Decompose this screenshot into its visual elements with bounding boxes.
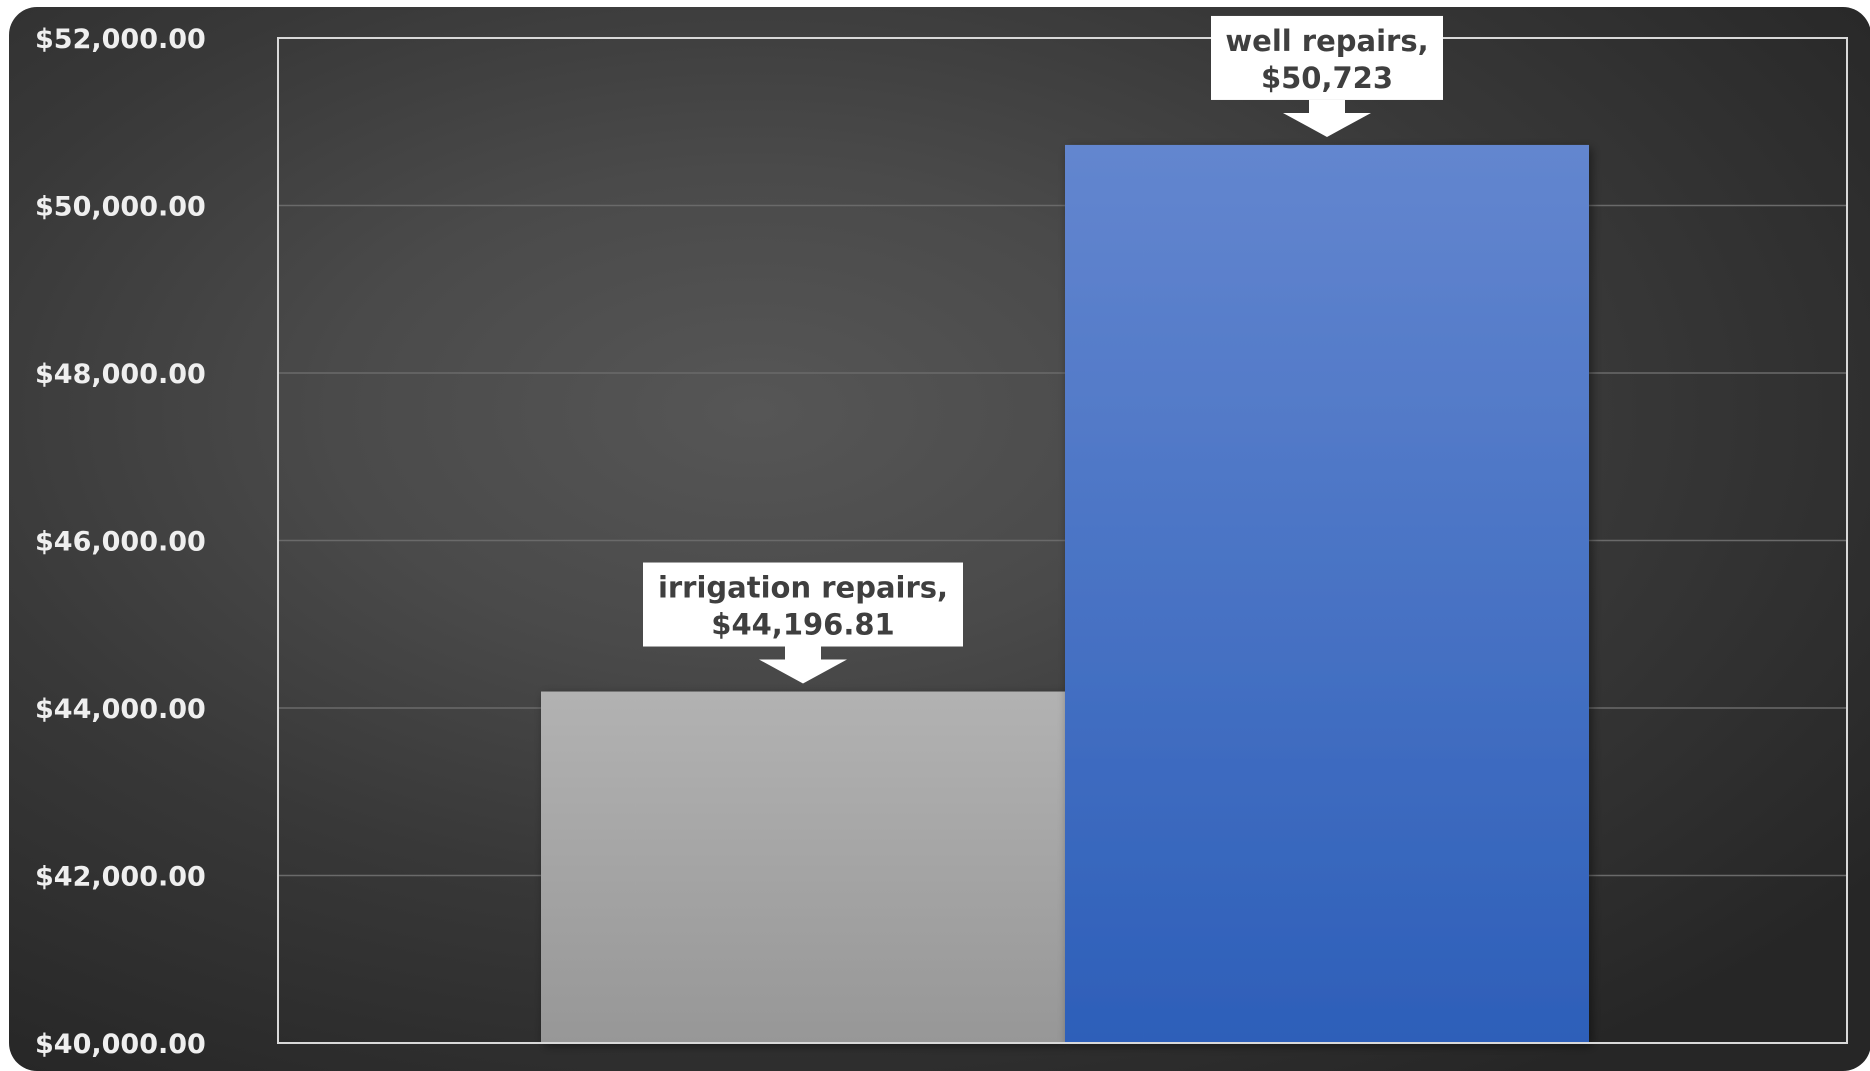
bar-irrigation-repairs (541, 691, 1065, 1043)
data-label-callouts: irrigation repairs,$44,196.81 well repair… (643, 15, 1443, 684)
y-axis: $40,000.00 $42,000.00 $44,000.00 $46,000.00… (35, 24, 206, 1060)
data-label-category: irrigation repairs, (658, 571, 948, 605)
y-tick-label: $50,000.00 (35, 192, 206, 223)
y-tick-label: $46,000.00 (35, 527, 206, 558)
callout-arrow (759, 646, 847, 684)
callout-box (1211, 15, 1443, 100)
callout-box (643, 562, 963, 647)
y-tick-label: $48,000.00 (35, 359, 206, 390)
y-tick-label: $44,000.00 (35, 694, 206, 725)
data-label-category: well repairs, (1225, 24, 1428, 58)
bar-well-repairs (1065, 144, 1589, 1044)
data-label-value: $50,723 (1261, 61, 1393, 95)
data-label-callout: well repairs,$50,723 (1211, 15, 1443, 137)
plot-area-border (277, 37, 1848, 1044)
bar-chart: $40,000.00 $42,000.00 $44,000.00 $46,000.00… (35, 15, 1848, 1060)
bars (541, 144, 1589, 1044)
callout-arrow (1283, 99, 1371, 137)
y-tick-label: $52,000.00 (35, 24, 206, 55)
y-tick-label: $40,000.00 (35, 1029, 206, 1060)
data-label-callout: irrigation repairs,$44,196.81 (643, 562, 963, 684)
y-tick-label: $42,000.00 (35, 862, 206, 893)
chart-container: $40,000.00 $42,000.00 $44,000.00 $46,000.00… (9, 7, 1870, 1071)
data-label-value: $44,196.81 (711, 608, 894, 642)
